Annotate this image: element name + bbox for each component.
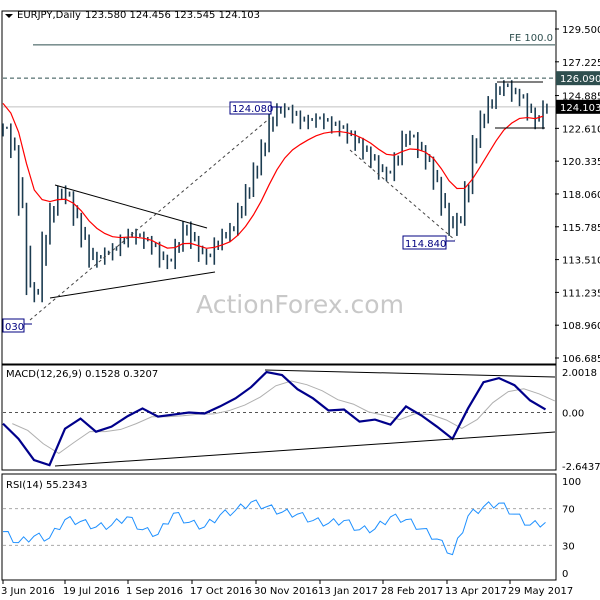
- annotation-label: 124.080: [232, 104, 273, 115]
- watermark: ActionForex.com: [196, 290, 404, 319]
- x-tick-label: 3 Jun 2016: [1, 586, 55, 597]
- x-tick-label: 19 Jul 2016: [63, 586, 120, 597]
- macd-trendline: [264, 369, 556, 378]
- current-price-box: [556, 99, 600, 114]
- y-tick-label: 129.500: [562, 25, 600, 36]
- projection-line: [349, 149, 456, 241]
- macd-panel: 2.0018 0.00 -2.6437: [2, 368, 600, 473]
- panel-frame-2: [1, 473, 557, 581]
- symbol-title: EURJPY,Daily: [17, 10, 81, 21]
- panel-frames: [1, 10, 557, 581]
- x-tick-label: 30 Nov 2016: [254, 586, 318, 597]
- y-tick-label: 0: [562, 569, 568, 580]
- projection-line: [29, 117, 271, 321]
- y-tick-label: 106.685: [562, 354, 600, 365]
- annotation-label: 030: [5, 322, 24, 333]
- x-tick-label: 1 Sep 2016: [126, 586, 183, 597]
- annotation-label: 114.840: [405, 239, 446, 250]
- y-tick-label: 111.235: [562, 288, 600, 299]
- y-tick-label: -2.6437: [562, 462, 600, 473]
- collapse-arrow-icon[interactable]: [5, 14, 13, 18]
- ohlc-readout: 123.580 124.456 123.545 124.103: [85, 10, 260, 21]
- y-tick-label: 70: [562, 505, 575, 516]
- rsi-title: RSI(14) 55.2343: [6, 480, 87, 491]
- annotation-box: [2, 318, 25, 333]
- panel-frame-1: [1, 364, 557, 471]
- y-tick-label: 100: [562, 477, 581, 488]
- y-tick-label: 113.510: [562, 256, 600, 267]
- trendline: [49, 271, 216, 299]
- y-tick-label: 2.0018: [562, 368, 597, 379]
- y-tick-label: 127.225: [562, 58, 600, 69]
- annotation-box: [229, 101, 272, 115]
- y-tick-label: 122.610: [562, 124, 600, 135]
- y-tick-label: 124.885: [562, 92, 600, 103]
- trendline: [54, 184, 208, 229]
- level-price-label: 126.090: [560, 74, 600, 85]
- y-tick-label: 108.960: [562, 321, 600, 332]
- x-tick-label: 29 May 2017: [508, 586, 573, 597]
- y-tick-label: 118.060: [562, 190, 600, 201]
- x-axis: 3 Jun 2016 19 Jul 2016 1 Sep 2016 17 Oct 20…: [1, 580, 573, 597]
- panel-frame-0: [1, 10, 557, 365]
- y-tick-label: 120.335: [562, 157, 600, 168]
- x-tick-label: 28 Feb 2017: [381, 586, 443, 597]
- rsi-line: [2, 499, 546, 556]
- macd-trendline: [54, 431, 556, 467]
- rsi-panel: 100 70 30 0: [2, 477, 581, 580]
- x-tick-label: 13 Apr 2017: [445, 586, 507, 597]
- price-panel: 129.500 127.225 124.885 122.610 120.335 118.0…: [2, 25, 600, 365]
- macd-signal-line: [12, 380, 556, 454]
- macd-title: MACD(12,26,9) 0.1528 0.3207: [6, 369, 158, 380]
- moving-average-line: [2, 103, 544, 249]
- level-price-box: [556, 71, 600, 86]
- current-price-label: 124.103: [560, 103, 600, 114]
- fe-label: FE 100.0: [509, 33, 553, 44]
- y-tick-label: 0.00: [562, 409, 584, 420]
- annotation-box: [402, 235, 447, 250]
- y-tick-label: 30: [562, 541, 575, 552]
- x-tick-label: 13 Jan 2017: [318, 586, 378, 597]
- macd-line: [2, 370, 547, 467]
- y-tick-label: 115.785: [562, 223, 600, 234]
- x-tick-label: 17 Oct 2016: [190, 586, 252, 597]
